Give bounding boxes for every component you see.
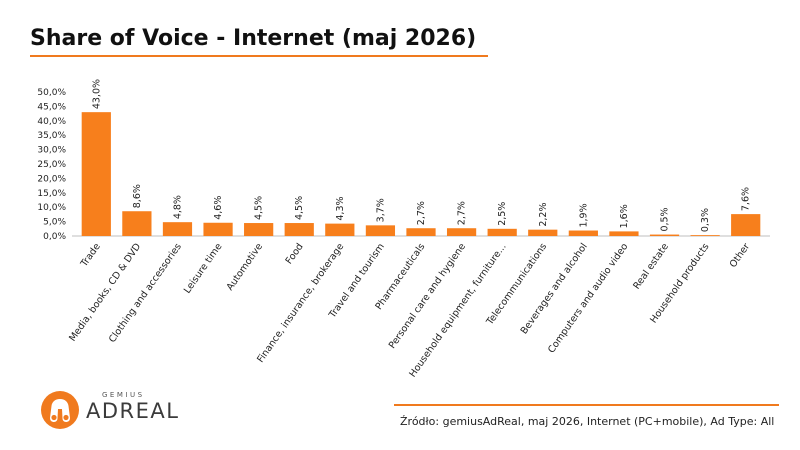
- category-label: Other: [728, 241, 753, 269]
- y-tick-label: 35,0%: [37, 131, 66, 141]
- y-tick-label: 25,0%: [37, 160, 66, 170]
- category-label: Finance, insurance, brokerage: [255, 241, 346, 365]
- bar-value-label: 1,6%: [619, 204, 630, 228]
- category-label: Trade: [78, 241, 103, 270]
- category-label: Leisure time: [182, 241, 225, 295]
- logo-gemius-text: GEMIUS: [102, 391, 145, 399]
- logo-adreal-text: ADREAL: [86, 399, 180, 423]
- bar-value-label: 2,2%: [538, 203, 549, 227]
- bar-value-label: 2,5%: [497, 202, 508, 226]
- bar: [284, 223, 314, 236]
- category-label: Computers and audio video: [546, 241, 630, 355]
- bar-value-label: 2,7%: [457, 201, 468, 225]
- bar-value-label: 2,7%: [416, 201, 427, 225]
- y-tick-label: 0,0%: [43, 232, 66, 242]
- gemius-adreal-logo: GEMIUS ADREAL: [40, 390, 200, 434]
- category-label: Automotive: [225, 241, 266, 292]
- bar-value-label: 4,3%: [335, 196, 346, 220]
- y-tick-label: 10,0%: [37, 203, 66, 213]
- bar-value-label: 4,5%: [294, 196, 305, 220]
- bar-value-label: 0,5%: [660, 207, 671, 231]
- category-label: Food: [284, 241, 306, 266]
- y-tick-label: 45,0%: [37, 102, 66, 112]
- bar-value-label: 43,0%: [91, 79, 102, 109]
- bar: [122, 211, 152, 236]
- source-note: Źródło: gemiusAdReal, maj 2026, Internet…: [400, 415, 775, 428]
- bar-value-label: 4,6%: [213, 196, 224, 220]
- bar: [81, 112, 111, 236]
- bar-value-label: 7,6%: [741, 187, 752, 211]
- bar: [568, 230, 598, 236]
- y-tick-label: 15,0%: [37, 189, 66, 199]
- source-underline: [394, 404, 779, 406]
- category-label: Media, books, CD & DVD: [67, 241, 143, 343]
- bar: [528, 229, 558, 236]
- value-labels: 43,0% 8,6% 4,8% 4,6% 4,5% 4,5% 4,3% 3,7% 2,7% 2,7…: [91, 79, 751, 232]
- bar: [690, 235, 720, 236]
- y-tick-label: 5,0%: [43, 218, 66, 228]
- bar: [609, 231, 639, 236]
- category-label: Personal care and hygiene: [387, 241, 468, 351]
- bar: [487, 228, 517, 236]
- title-underline: [30, 55, 488, 57]
- category-label: Clothing and accessories: [107, 241, 184, 344]
- bar-value-label: 0,3%: [700, 208, 711, 232]
- bar-value-label: 8,6%: [132, 184, 143, 208]
- bar: [244, 223, 274, 236]
- y-axis-tick-labels: 0,0% 5,0% 10,0% 15,0% 20,0% 25,0% 30,0% 35,0% 40…: [37, 88, 66, 242]
- adreal-logo-icon: [41, 391, 79, 429]
- chart-title: Share of Voice - Internet (maj 2026): [30, 26, 477, 51]
- bar-value-label: 3,7%: [375, 198, 386, 222]
- bar-value-label: 1,9%: [578, 203, 589, 227]
- bars: [81, 112, 761, 236]
- bar: [365, 225, 396, 236]
- bar-value-label: 4,8%: [172, 195, 183, 219]
- category-label: Real estate: [631, 241, 671, 291]
- bar: [649, 234, 680, 236]
- bar: [406, 228, 436, 236]
- y-tick-label: 40,0%: [37, 117, 66, 127]
- bar: [731, 214, 761, 236]
- bar: [325, 223, 355, 236]
- y-tick-label: 20,0%: [37, 174, 66, 184]
- bar: [446, 228, 477, 236]
- bar-chart: 0,0% 5,0% 10,0% 15,0% 20,0% 25,0% 30,0% 35,0% 40…: [37, 79, 770, 379]
- y-tick-label: 50,0%: [37, 88, 66, 98]
- y-tick-label: 30,0%: [37, 146, 66, 156]
- bar: [162, 222, 193, 236]
- bar: [203, 222, 233, 236]
- bar-value-label: 4,5%: [254, 196, 265, 220]
